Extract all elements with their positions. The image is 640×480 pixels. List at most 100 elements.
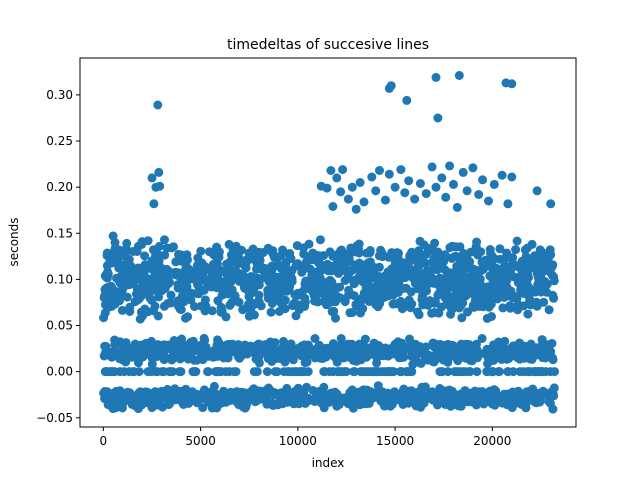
- data-point-lower-small: [240, 398, 250, 408]
- data-point-main: [521, 260, 531, 270]
- x-tick-label: 5000: [185, 434, 216, 448]
- data-point-main: [107, 284, 117, 294]
- data-point-main: [116, 261, 126, 271]
- data-point-main: [434, 254, 444, 264]
- data-point-main: [360, 265, 370, 275]
- data-point-main: [354, 239, 364, 249]
- data-point-main: [457, 313, 467, 323]
- data-point-main: [415, 258, 424, 268]
- data-point-lower-small: [519, 390, 529, 400]
- data-point-main: [366, 290, 376, 300]
- data-point-lower-small: [407, 394, 417, 404]
- data-point-zero: [212, 367, 222, 377]
- data-point: [497, 170, 507, 180]
- data-point: [380, 195, 390, 205]
- data-point-upper-small: [331, 346, 341, 356]
- data-point-main: [331, 263, 341, 272]
- data-point-lower-small: [242, 388, 252, 398]
- data-point-main: [473, 284, 483, 294]
- data-point-main: [307, 255, 317, 265]
- data-point-main: [341, 263, 351, 273]
- data-point: [503, 199, 513, 209]
- data-point-lower-small: [265, 389, 275, 399]
- data-point-main: [212, 242, 222, 252]
- data-point-main: [397, 304, 407, 314]
- data-point-zero: [363, 367, 373, 377]
- data-point-main: [466, 247, 476, 257]
- data-point-main: [371, 273, 381, 283]
- data-point-upper-small: [224, 339, 234, 349]
- data-point-lower-small: [317, 399, 327, 409]
- data-point-main: [511, 245, 521, 255]
- data-point-upper-small: [546, 347, 556, 357]
- data-point-lower-small: [492, 390, 502, 400]
- data-point-main: [138, 265, 148, 275]
- data-point-main: [523, 268, 533, 278]
- data-point-lower-small: [544, 396, 554, 406]
- data-point-upper-small: [118, 344, 128, 354]
- data-point: [546, 199, 556, 209]
- data-point: [336, 187, 346, 197]
- data-point: [359, 197, 369, 207]
- data-point: [427, 162, 437, 172]
- data-point-main: [477, 297, 487, 307]
- data-point-main: [349, 277, 359, 287]
- data-point-lower-small: [470, 386, 480, 396]
- data-point-zero: [541, 367, 550, 377]
- data-point-main: [100, 300, 110, 310]
- data-point-main: [356, 296, 366, 306]
- data-point: [415, 179, 425, 188]
- data-point-main: [350, 260, 360, 270]
- data-point-upper-small: [127, 352, 137, 362]
- data-point-main: [214, 264, 224, 274]
- data-point-main: [505, 301, 515, 311]
- data-point: [458, 167, 468, 177]
- data-point-main: [414, 273, 424, 283]
- data-point: [462, 186, 472, 196]
- data-point-main: [315, 288, 325, 298]
- data-point-main: [179, 294, 189, 304]
- data-point: [143, 307, 153, 317]
- data-point-lower-small: [549, 383, 559, 393]
- data-point-upper-small: [539, 343, 549, 352]
- data-point-upper-small: [348, 353, 357, 363]
- data-point-main: [173, 268, 183, 278]
- data-point-lower-small: [105, 392, 115, 401]
- data-point-main: [115, 275, 125, 285]
- data-point-upper-small: [524, 351, 534, 360]
- data-point-main: [542, 287, 551, 297]
- data-point-main: [335, 282, 345, 292]
- data-point: [143, 236, 153, 246]
- data-point-main: [200, 265, 210, 275]
- data-point-main: [125, 302, 135, 312]
- y-tick-label: 0.00: [46, 365, 73, 379]
- data-point-main: [164, 277, 174, 287]
- data-point-upper-small: [302, 357, 312, 367]
- x-tick-label: 20000: [473, 434, 511, 448]
- data-point-lower-small: [399, 384, 409, 394]
- data-point-upper-small: [185, 352, 195, 362]
- data-point-main: [133, 295, 143, 305]
- data-point-main: [451, 242, 461, 252]
- data-point-main: [541, 256, 551, 266]
- data-point: [147, 173, 157, 183]
- data-point: [431, 72, 441, 82]
- data-point-zero: [176, 367, 186, 377]
- data-point-main: [166, 298, 176, 308]
- data-point: [513, 305, 523, 315]
- data-point-main: [373, 302, 383, 312]
- data-point-main: [532, 297, 541, 307]
- data-point-main: [138, 279, 148, 289]
- data-point-lower-small: [267, 398, 276, 408]
- data-point-zero: [203, 367, 213, 377]
- data-point: [425, 244, 435, 254]
- data-point-upper-small: [439, 346, 449, 356]
- data-point-main: [194, 289, 204, 299]
- data-point-main: [396, 296, 406, 306]
- data-point-main: [213, 296, 223, 306]
- data-point: [147, 403, 157, 413]
- data-point-main: [476, 265, 486, 275]
- data-point-lower-small: [170, 387, 180, 397]
- data-point-main: [468, 264, 478, 274]
- data-point-main: [258, 248, 268, 257]
